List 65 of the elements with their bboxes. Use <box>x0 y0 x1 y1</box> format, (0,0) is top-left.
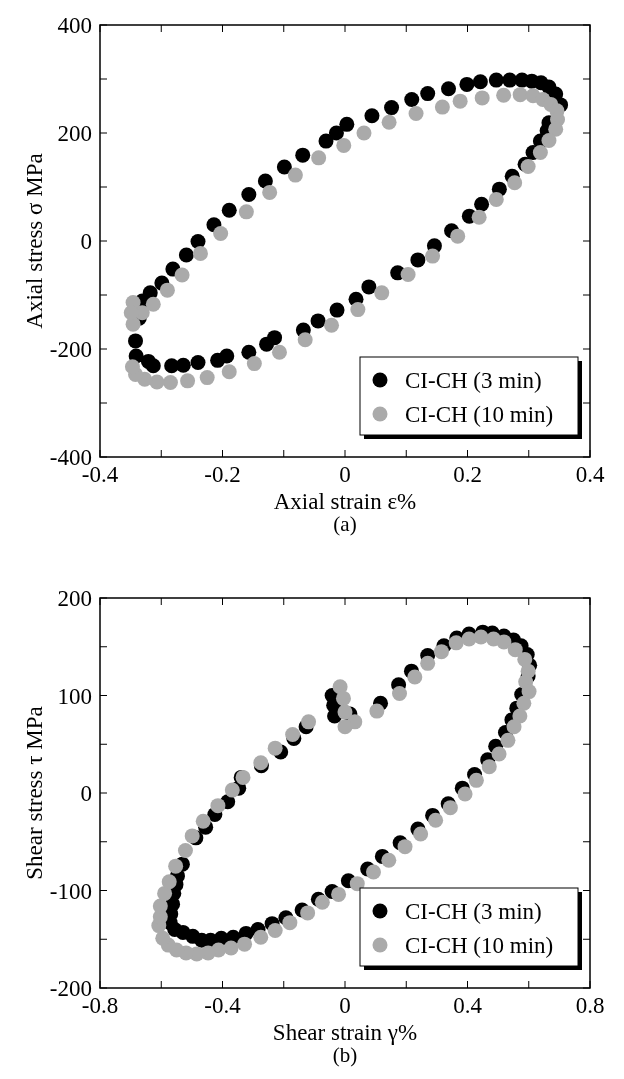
point <box>213 225 229 241</box>
x-axis-title: Shear strain γ% <box>272 1020 418 1045</box>
x-axis-title: Axial strain ε% <box>273 489 417 514</box>
point <box>271 344 287 360</box>
y-tick-label: 400 <box>57 13 92 38</box>
point <box>488 191 504 207</box>
point <box>548 121 564 137</box>
point <box>425 248 441 264</box>
point <box>311 150 327 166</box>
point <box>400 266 416 282</box>
point <box>471 209 487 225</box>
point <box>124 359 140 375</box>
point <box>145 296 161 312</box>
point <box>238 204 254 220</box>
point <box>199 370 215 386</box>
point <box>162 374 178 390</box>
point <box>324 317 340 333</box>
point <box>381 114 397 130</box>
point <box>350 302 366 318</box>
point <box>496 87 512 103</box>
text: (a) <box>333 512 357 536</box>
x-tick-label: 0.4 <box>453 993 483 1018</box>
point <box>512 87 528 103</box>
point <box>532 144 548 160</box>
x-tick-label: 0 <box>339 993 351 1018</box>
point <box>287 167 303 183</box>
x-tick-label: -0.4 <box>204 993 242 1018</box>
y-tick-label: 100 <box>57 683 92 709</box>
text: (b) <box>332 1043 358 1067</box>
y-tick-label: 200 <box>57 121 92 146</box>
point <box>221 364 237 380</box>
point <box>356 125 372 141</box>
point <box>174 267 190 283</box>
point <box>474 90 490 106</box>
point <box>452 93 468 109</box>
legend-label: CI-CH (10 min) <box>405 402 554 427</box>
y-tick-label: -200 <box>49 337 92 362</box>
point <box>336 137 352 153</box>
point <box>434 99 450 115</box>
point <box>123 305 139 321</box>
point <box>541 133 557 149</box>
x-tick-label: 0 <box>339 462 351 487</box>
point <box>374 285 390 301</box>
point <box>159 282 175 298</box>
y-tick-label: -100 <box>49 878 92 904</box>
point <box>408 106 424 122</box>
point <box>262 184 278 200</box>
x-tick-label: 0.2 <box>453 462 482 487</box>
point <box>246 356 262 372</box>
legend-label: CI-CH (3 min) <box>405 899 542 924</box>
y-axis-title: Shear stress τ MPa <box>22 706 47 880</box>
y-tick-label: 0 <box>80 781 92 806</box>
point <box>450 228 466 244</box>
y-tick-label: 0 <box>80 229 92 254</box>
x-tick-label: 0.8 <box>575 993 605 1018</box>
x-tick-label: 0.4 <box>575 462 605 487</box>
x-tick-label: -0.2 <box>204 462 241 487</box>
y-tick-label: 200 <box>57 586 92 611</box>
point <box>192 245 208 261</box>
legend-label: CI-CH (3 min) <box>405 368 542 393</box>
point <box>180 373 196 389</box>
point <box>507 175 523 191</box>
y-axis-title: Axial stress σ MPa <box>22 153 47 329</box>
point <box>297 332 313 348</box>
legend-label: CI-CH (10 min) <box>405 933 554 958</box>
